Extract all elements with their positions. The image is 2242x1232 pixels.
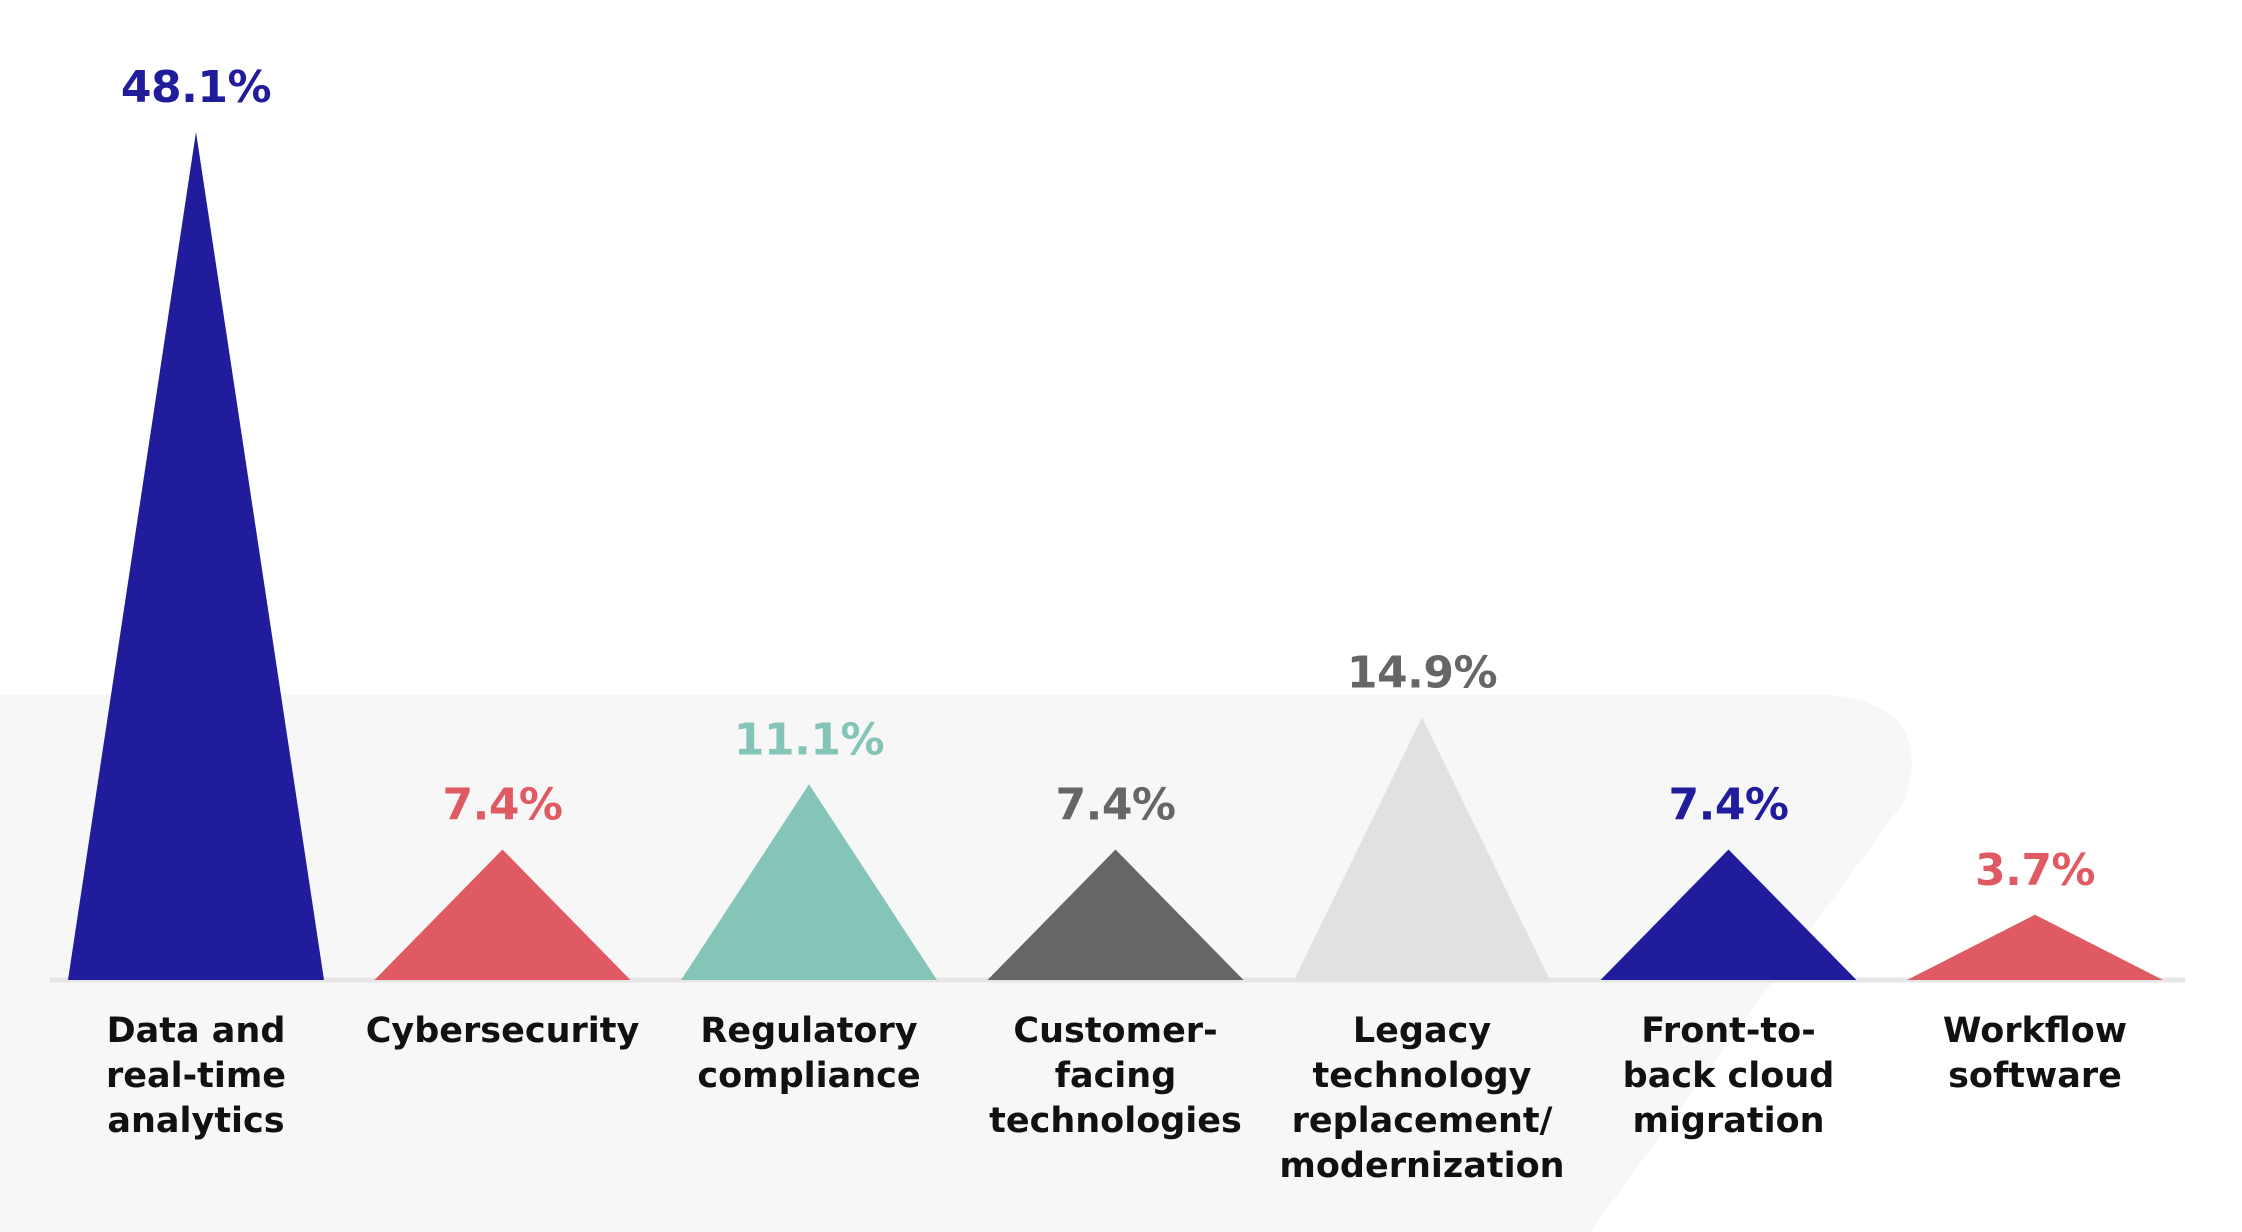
category-label-line: Data and [107,1011,286,1051]
category-label-line: Regulatory [700,1011,917,1051]
data-label-cybersecurity: 7.4% [442,780,562,831]
category-label-line: Customer- [1013,1011,1217,1051]
data-label-workflow-software: 3.7% [1975,845,2095,896]
category-label-line: facing [1055,1056,1177,1096]
category-label-line: Workflow [1943,1011,2127,1051]
chart-marks: 48.1% Data and real-time analytics 7.4% Cyber… [68,62,2163,1186]
category-label-line: migration [1632,1101,1824,1141]
category-label-workflow-software: Workflow software [1943,1011,2127,1096]
category-label-regulatory-compliance: Regulatory compliance [697,1011,920,1096]
category-label-line: real-time [106,1056,286,1096]
category-label-legacy-technology-replacement-modernization: Legacy technology replacement/modernizatio… [1279,1011,1564,1186]
category-label-line: back cloud [1623,1056,1835,1096]
bar-workflow-software [1907,914,2163,980]
bar-customer-facing-technologies [987,849,1244,980]
category-label-line: modernization [1279,1146,1564,1186]
category-label-line: analytics [107,1101,284,1141]
data-label-customer-facing-technologies: 7.4% [1055,780,1175,831]
bar-data-and-real-time-analytics [68,132,324,980]
category-label-line: replacement/ [1292,1101,1553,1141]
data-label-legacy-technology-replacement-modernization: 14.9% [1347,647,1497,698]
bar-cybersecurity [374,849,631,980]
bar-front-to-back-cloud-migration [1600,849,1857,980]
category-label-line: compliance [697,1056,920,1096]
category-label-line: software [1948,1056,2122,1096]
data-label-data-and-real-time-analytics: 48.1% [121,62,271,113]
category-label-line: technology [1312,1056,1531,1096]
category-label-line: Legacy [1353,1011,1491,1051]
category-label-front-to-back-cloud-migration: Front-to-back cloud migration [1623,1011,1835,1141]
category-label-line: technologies [989,1101,1242,1141]
data-label-regulatory-compliance: 11.1% [734,714,884,765]
category-label-customer-facing-technologies: Customer-facing technologies [989,1011,1242,1141]
bar-regulatory-compliance [681,784,937,980]
category-label-line: Cybersecurity [366,1011,640,1051]
category-label-data-and-real-time-analytics: Data and real-time analytics [106,1011,286,1141]
category-label-cybersecurity: Cybersecurity [366,1011,640,1051]
bar-legacy-technology-replacement-modernization [1294,717,1550,980]
data-label-front-to-back-cloud-migration: 7.4% [1668,780,1788,831]
category-label-line: Front-to- [1641,1011,1815,1051]
